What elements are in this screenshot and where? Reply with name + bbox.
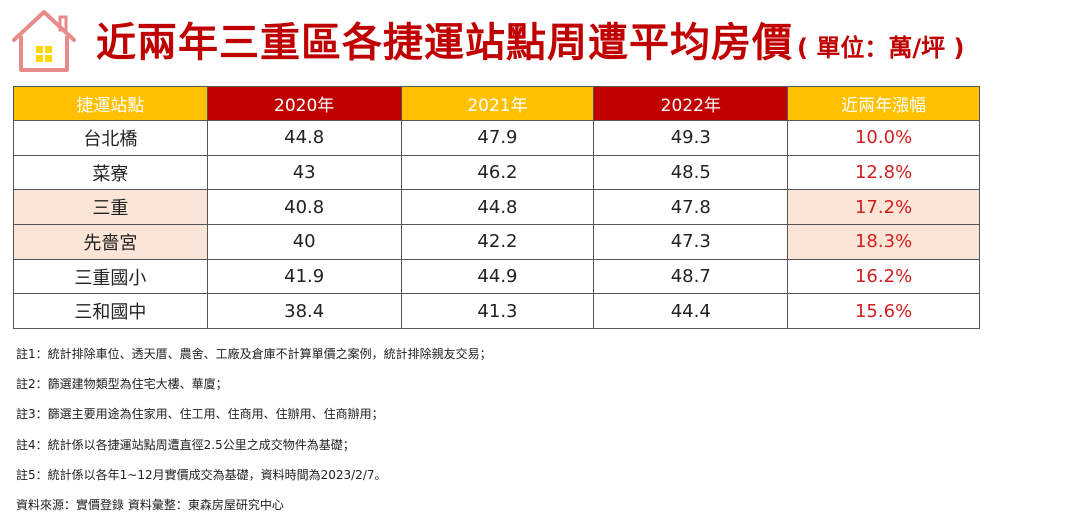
price-2022-cell: 48.7 bbox=[593, 258, 789, 295]
growth-cell: 10.0% bbox=[787, 120, 980, 156]
table-row-highlighted: 三重 40.8 44.8 47.8 17.2% bbox=[13, 189, 980, 226]
price-table: 捷運站點 2020年 2021年 2022年 近兩年漲幅 台北橋 44.8 47… bbox=[13, 86, 980, 330]
price-2021-cell: 42.2 bbox=[400, 224, 595, 260]
data-source: 資料來源：實價登錄 資料彙整：東森房屋研究中心 bbox=[16, 497, 284, 512]
station-cell: 三重國小 bbox=[13, 258, 208, 295]
station-cell: 菜寮 bbox=[13, 154, 208, 191]
price-2021-cell: 44.9 bbox=[400, 258, 595, 295]
footnotes: 註1：統計排除車位、透天厝、農舍、工廠及倉庫不計算單價之案例，統計排除親友交易；… bbox=[16, 346, 492, 527]
growth-cell: 12.8% bbox=[787, 154, 980, 191]
table-row-highlighted: 先嗇宮 40 42.2 47.3 18.3% bbox=[13, 224, 980, 260]
price-2020-cell: 41.9 bbox=[206, 258, 402, 295]
price-2021-cell: 46.2 bbox=[400, 154, 595, 191]
table-row: 三和國中 38.4 41.3 44.4 15.6% bbox=[13, 293, 980, 330]
title-text: 近兩年三重區各捷運站點周遭平均房價 bbox=[96, 20, 793, 66]
title-unit: ( 單位：萬/坪 ) bbox=[797, 34, 965, 62]
price-2022-cell: 48.5 bbox=[593, 154, 789, 191]
house-logo bbox=[8, 6, 80, 76]
price-2020-cell: 43 bbox=[206, 154, 402, 191]
page-title: 近兩年三重區各捷運站點周遭平均房價( 單位：萬/坪 ) bbox=[96, 10, 964, 68]
station-cell: 台北橋 bbox=[13, 120, 208, 156]
price-2022-cell: 49.3 bbox=[593, 120, 789, 156]
table-row: 菜寮 43 46.2 48.5 12.8% bbox=[13, 154, 980, 191]
growth-cell: 16.2% bbox=[787, 258, 980, 295]
header-2020: 2020年 bbox=[206, 86, 402, 121]
table-row: 三重國小 41.9 44.9 48.7 16.2% bbox=[13, 258, 980, 295]
price-2022-cell: 47.8 bbox=[593, 189, 789, 226]
price-2021-cell: 47.9 bbox=[400, 120, 595, 156]
footnote-5: 註5：統計係以各年1~12月實價成交為基礎，資料時間為2023/2/7。 bbox=[16, 467, 387, 482]
price-2022-cell: 47.3 bbox=[593, 224, 789, 260]
growth-cell: 17.2% bbox=[787, 189, 980, 226]
table-header-row: 捷運站點 2020年 2021年 2022年 近兩年漲幅 bbox=[13, 86, 980, 121]
header-2021: 2021年 bbox=[400, 86, 595, 121]
header-station: 捷運站點 bbox=[13, 86, 208, 121]
station-cell: 先嗇宮 bbox=[13, 224, 208, 260]
price-2020-cell: 40 bbox=[206, 224, 402, 260]
header-growth: 近兩年漲幅 bbox=[787, 86, 980, 121]
price-2020-cell: 40.8 bbox=[206, 189, 402, 226]
header-2022: 2022年 bbox=[593, 86, 789, 121]
price-2021-cell: 41.3 bbox=[400, 293, 595, 330]
table-row: 台北橋 44.8 47.9 49.3 10.0% bbox=[13, 120, 980, 156]
station-cell: 三和國中 bbox=[13, 293, 208, 330]
footnote-2: 註2：篩選建物類型為住宅大樓、華廈； bbox=[16, 377, 228, 392]
footnote-1: 註1：統計排除車位、透天厝、農舍、工廠及倉庫不計算單價之案例，統計排除親友交易； bbox=[16, 347, 492, 361]
price-2020-cell: 44.8 bbox=[206, 120, 402, 156]
footnote-4: 註4：統計係以各捷運站點周遭直徑2.5公里之成交物件為基礎； bbox=[16, 437, 355, 452]
house-icon bbox=[12, 10, 76, 72]
price-2021-cell: 44.8 bbox=[400, 189, 595, 226]
station-cell: 三重 bbox=[13, 189, 208, 226]
price-2020-cell: 38.4 bbox=[206, 293, 402, 330]
price-2022-cell: 44.4 bbox=[593, 293, 789, 330]
footnote-3: 註3：篩選主要用途為住家用、住工用、住商用、住辦用、住商辦用； bbox=[16, 407, 384, 422]
growth-cell: 15.6% bbox=[787, 293, 980, 330]
growth-cell: 18.3% bbox=[787, 224, 980, 260]
